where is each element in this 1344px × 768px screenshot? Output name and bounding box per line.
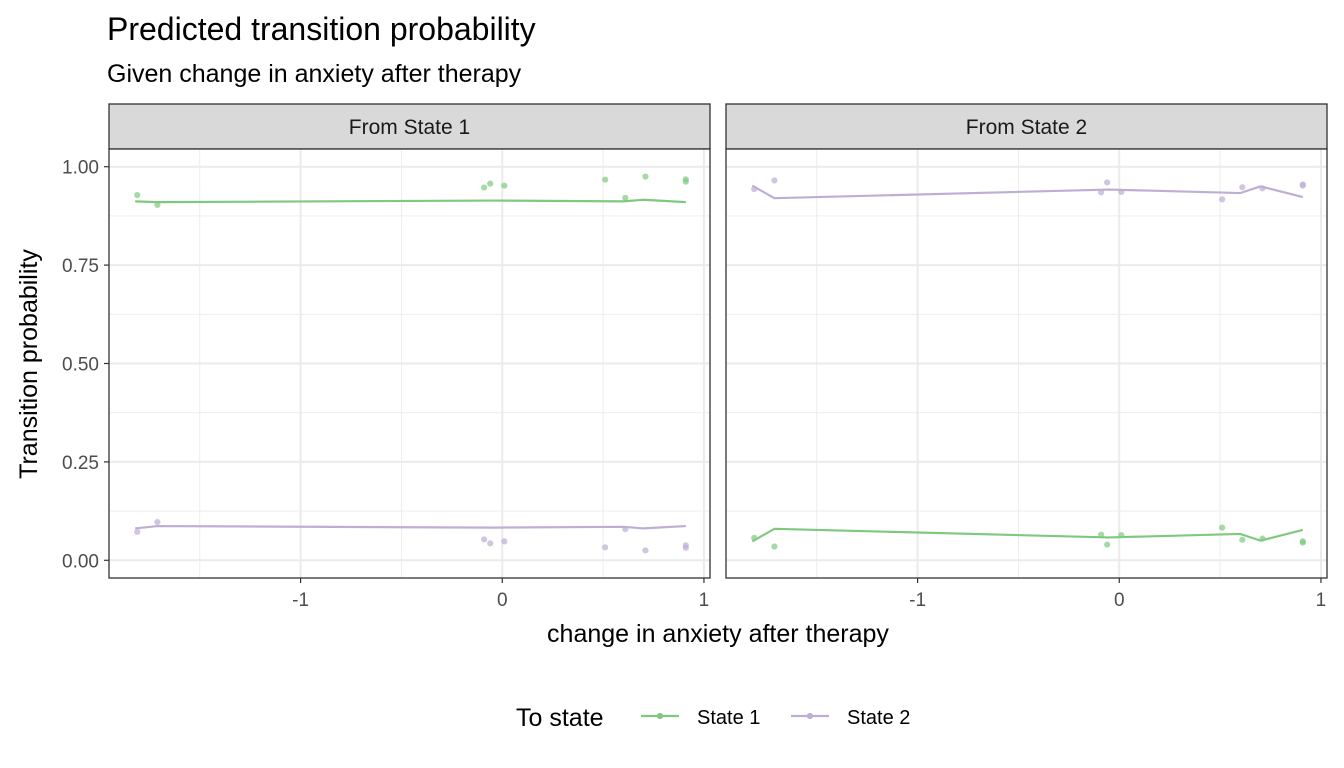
data-point — [1259, 535, 1266, 542]
x-axis-title: change in anxiety after therapy — [547, 620, 889, 648]
series-state-2 — [134, 519, 689, 554]
series-line — [135, 198, 686, 204]
data-point — [1118, 188, 1125, 195]
data-point — [154, 201, 161, 208]
data-point — [1219, 196, 1226, 203]
legend-items: State 1 State 2 — [641, 707, 910, 729]
legend-key-point — [806, 712, 814, 720]
data-point — [1104, 541, 1111, 548]
facet-panel-1: From State 1 -1 0 1 0.00 0.25 0.50 0.75 1.00 — [62, 103, 711, 611]
x-tick-label: 1 — [1316, 590, 1327, 611]
series-line — [135, 524, 686, 530]
chart-title: Predicted transition probability — [107, 11, 536, 47]
data-point — [1299, 538, 1306, 545]
series-state-1 — [751, 524, 1306, 550]
x-tick-label: 0 — [1114, 590, 1125, 611]
data-point — [1239, 536, 1246, 543]
data-point — [602, 176, 609, 183]
series-state-2 — [751, 177, 1306, 203]
series-state-1 — [134, 173, 689, 208]
data-point — [1098, 531, 1105, 538]
data-point — [134, 528, 141, 536]
data-point — [682, 178, 689, 185]
data-point — [487, 540, 494, 547]
legend-title: To state — [516, 704, 604, 732]
data-point — [751, 186, 758, 193]
facet-strip — [108, 103, 711, 150]
legend-item-state-1: State 1 — [641, 707, 760, 729]
x-tick-label: 0 — [497, 590, 508, 611]
x-tick-label: -1 — [909, 590, 926, 611]
panel-border — [725, 148, 1328, 579]
data-point — [1098, 189, 1105, 196]
legend-label: State 2 — [847, 707, 910, 729]
facet-strip-label: From State 2 — [966, 116, 1087, 139]
series-line — [751, 184, 1304, 200]
x-tick-label: 1 — [699, 590, 710, 611]
y-tick-label: 1.00 — [62, 158, 99, 179]
grid-lines — [109, 149, 710, 578]
data-point — [771, 543, 778, 550]
facet-strip-label: From State 1 — [349, 116, 470, 139]
data-point — [642, 547, 649, 554]
data-point — [1299, 182, 1306, 189]
data-point — [771, 177, 778, 184]
x-tick-label: -1 — [292, 590, 309, 611]
data-point — [481, 536, 488, 543]
y-tick-label: 0.00 — [62, 551, 99, 572]
legend-item-state-2: State 2 — [791, 707, 910, 729]
y-tick-label: 0.50 — [62, 355, 99, 376]
grid-lines — [726, 149, 1327, 578]
data-point — [134, 191, 141, 199]
data-point — [154, 519, 161, 526]
y-tick-label: 0.75 — [62, 256, 99, 277]
y-tick-label: 0.25 — [62, 453, 99, 474]
legend-label: State 1 — [697, 707, 760, 729]
data-point — [622, 194, 629, 201]
y-axis-title: Transition probability — [15, 249, 43, 479]
legend-key-point — [656, 712, 664, 720]
facet-panel-2: From State 2 -1 0 1 — [725, 103, 1328, 611]
data-point — [622, 526, 629, 533]
data-point — [602, 544, 609, 551]
data-point — [682, 542, 689, 549]
series-line — [751, 527, 1304, 543]
data-point — [501, 182, 508, 189]
legend: To state State 1 State 2 — [516, 704, 910, 732]
data-point — [1219, 524, 1226, 531]
data-point — [501, 538, 508, 545]
data-point — [1118, 532, 1125, 539]
data-point — [1104, 179, 1111, 186]
facet-panels: From State 1-1 0 10.000.250.500.751.00From… — [62, 103, 1328, 611]
data-point — [751, 534, 758, 541]
facet-strip — [725, 103, 1328, 150]
data-point — [1259, 185, 1266, 192]
data-point — [642, 173, 649, 180]
chart-subtitle: Given change in anxiety after therapy — [107, 60, 522, 88]
data-point — [481, 184, 488, 191]
data-point — [1239, 184, 1246, 191]
data-point — [487, 180, 494, 187]
